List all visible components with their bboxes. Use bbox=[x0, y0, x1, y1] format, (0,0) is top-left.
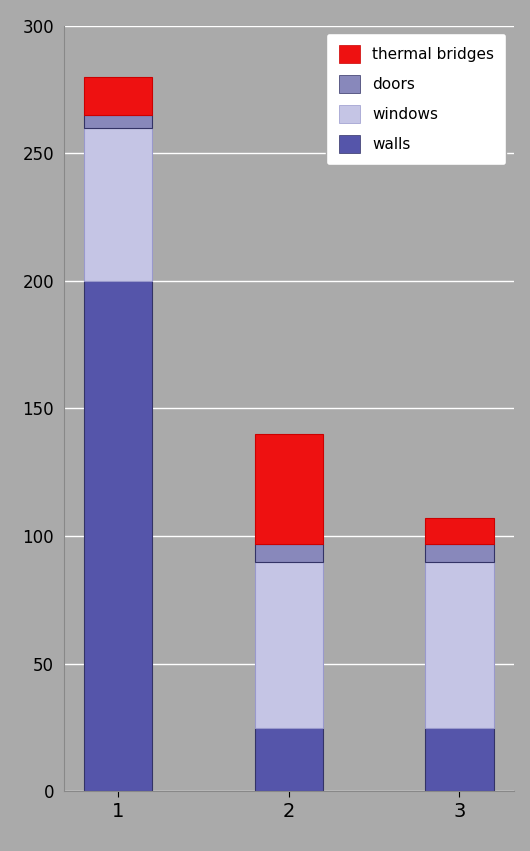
Bar bbox=[255, 434, 323, 544]
Bar bbox=[84, 128, 152, 281]
Bar bbox=[255, 562, 323, 728]
Bar bbox=[255, 728, 323, 791]
Bar bbox=[84, 77, 152, 115]
Bar bbox=[426, 518, 493, 544]
Bar bbox=[255, 544, 323, 562]
Bar bbox=[426, 544, 493, 562]
Legend: thermal bridges, doors, windows, walls: thermal bridges, doors, windows, walls bbox=[326, 33, 507, 165]
Bar bbox=[426, 728, 493, 791]
Bar bbox=[84, 281, 152, 791]
Bar bbox=[84, 115, 152, 128]
Bar bbox=[426, 562, 493, 728]
